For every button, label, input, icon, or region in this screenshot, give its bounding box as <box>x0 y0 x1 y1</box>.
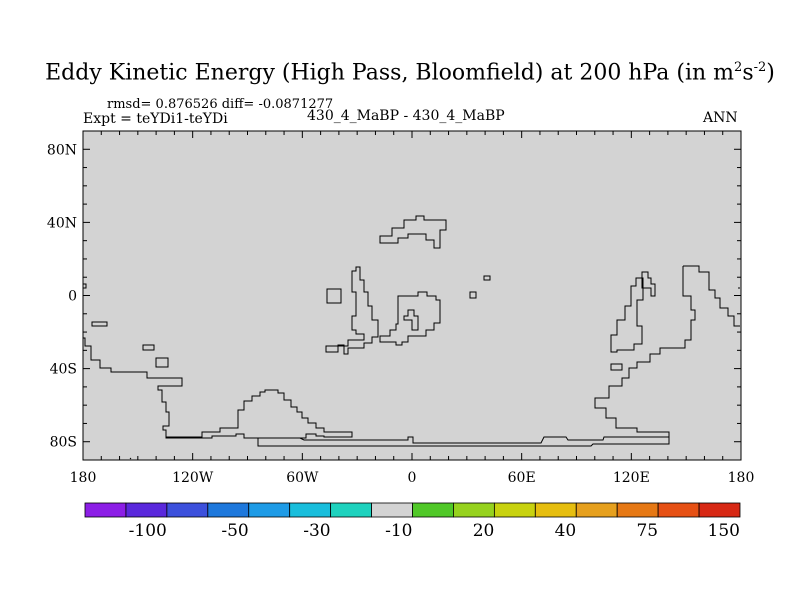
x-tick-label: 0 <box>408 470 417 486</box>
colorbar: -100 -50 -30 -10 20 40 75 150 <box>84 502 741 541</box>
colorbar-swatch <box>616 502 659 518</box>
indonesia-coast <box>610 277 644 353</box>
stats-text: rmsd= 0.876526 diff= -0.0871277 <box>107 97 334 112</box>
x-tick-label: 60W <box>286 470 319 486</box>
colorbar-swatch <box>84 502 127 518</box>
coastlines <box>83 215 740 460</box>
africa-east-coast <box>379 291 441 346</box>
y-tick-label: 40N <box>47 215 77 231</box>
africa-west-coast <box>325 266 379 355</box>
y-tick-label: 80N <box>47 142 77 158</box>
colorbar-label: -50 <box>221 521 248 541</box>
colorbar-swatch <box>371 502 413 518</box>
colorbar-swatch <box>207 502 250 518</box>
europe-coast <box>379 215 447 249</box>
colorbar-label: 20 <box>473 521 495 541</box>
colorbar-swatch <box>453 502 495 518</box>
colorbar-swatch <box>575 502 618 518</box>
pacific-coast-east <box>683 265 740 327</box>
island-outline-5 <box>469 291 477 299</box>
island-outline-7 <box>641 271 656 297</box>
island-outline-2 <box>91 321 108 327</box>
colorbar-swatch <box>289 502 332 518</box>
axis-labels: 180 120W 60W 0 60E 120E 180 80N 40N 0 40S 80S <box>47 142 754 486</box>
season-label: ANN <box>703 110 738 126</box>
antarctic-peninsula-coast <box>165 389 353 439</box>
colorbar-swatch <box>534 502 577 518</box>
y-tick-label: 80S <box>50 435 77 451</box>
x-tick-label: 120E <box>613 470 650 486</box>
island-outline-1 <box>326 288 342 304</box>
antarctica-coast <box>129 436 670 460</box>
colorbar-label: 150 <box>708 521 740 541</box>
experiment-label: Expt = teYDi1-teYDi <box>83 111 228 127</box>
pacific-coast-west <box>594 266 696 437</box>
colorbar-swatch <box>657 502 700 518</box>
axis-ticks <box>82 130 742 461</box>
chart-title: Eddy Kinetic Energy (High Pass, Bloomfie… <box>45 60 775 86</box>
island-outline-4 <box>155 357 169 368</box>
colorbar-swatch <box>125 502 168 518</box>
colorbar-swatch <box>412 502 454 518</box>
colorbar-label: -30 <box>303 521 330 541</box>
island-outline-3 <box>142 344 155 351</box>
y-tick-label: 40S <box>50 362 77 378</box>
colorbar-swatch <box>330 502 372 518</box>
colorbar-swatch <box>166 502 209 518</box>
colorbar-label: 75 <box>636 521 658 541</box>
x-tick-label: 180 <box>728 470 755 486</box>
dateline-coast <box>83 283 87 289</box>
colorbar-label: -100 <box>129 521 167 541</box>
x-tick-label: 180 <box>70 470 97 486</box>
x-tick-label: 60E <box>508 470 536 486</box>
colorbar-swatch <box>698 502 741 518</box>
colorbar-swatch <box>248 502 291 518</box>
x-tick-label: 120W <box>172 470 214 486</box>
case-label: 430_4_MaBP - 430_4_MaBP <box>307 108 505 124</box>
island-outline-8 <box>610 363 623 371</box>
y-tick-label: 0 <box>68 289 77 305</box>
colorbar-swatch <box>493 502 536 518</box>
island-outline-6 <box>483 275 491 281</box>
colorbar-label: -10 <box>385 521 412 541</box>
south-america-coast <box>83 337 183 437</box>
colorbar-label: 40 <box>555 521 577 541</box>
